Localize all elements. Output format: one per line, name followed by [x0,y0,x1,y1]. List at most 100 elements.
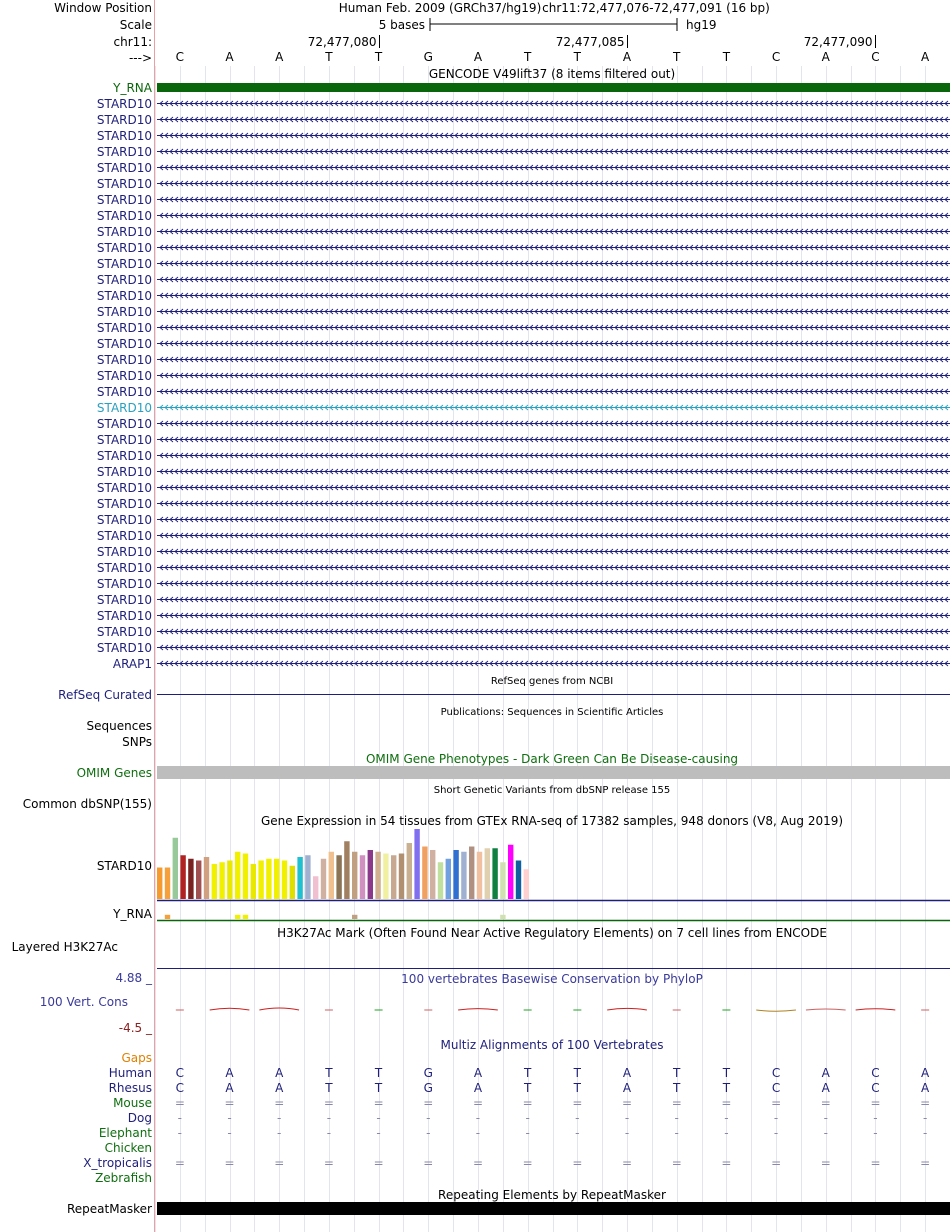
gencode-track[interactable]: Y_RNA STARD10 STARD10 STARD10 STARD10 STARD10… [97,81,950,671]
gencode-row-label[interactable]: STARD10 [97,465,152,479]
gtex-bar[interactable] [242,853,249,900]
gencode-row-label[interactable]: STARD10 [97,529,152,543]
gencode-row[interactable]: Y_RNA [112,81,950,95]
gtex-bar[interactable] [476,851,483,899]
gencode-row-label[interactable]: STARD10 [97,177,152,191]
species-label[interactable]: Mouse [113,1096,152,1110]
gtex-bar[interactable] [359,855,366,899]
gencode-row-label[interactable]: STARD10 [97,337,152,351]
gencode-row[interactable]: STARD10 [97,321,950,335]
gtex-bar[interactable] [164,867,171,900]
gtex-bar[interactable] [375,851,381,899]
gtex-bar[interactable] [258,860,264,900]
repeatmasker-title[interactable]: Repeating Elements by RepeatMasker [438,1188,666,1202]
snps-label[interactable]: SNPs [122,735,152,749]
gtex-bar[interactable] [328,851,334,899]
gtex-bar[interactable] [281,860,288,900]
gencode-row[interactable]: STARD10 [97,609,950,623]
gtex-bar[interactable] [352,851,358,899]
gencode-row-label[interactable]: STARD10 [97,129,152,143]
gtex-bar[interactable] [172,837,178,899]
gtex-bar[interactable] [266,858,272,899]
gencode-title[interactable]: GENCODE V49lift37 (8 items filtered out) [429,67,675,81]
gencode-row[interactable]: STARD10 [97,177,950,191]
gencode-row-label[interactable]: STARD10 [97,289,152,303]
species-label[interactable]: Zebrafish [95,1171,152,1185]
species-label[interactable]: Human [109,1066,152,1080]
gencode-row-label[interactable]: STARD10 [97,209,152,223]
gtex-bar[interactable] [484,848,490,899]
gencode-row[interactable]: STARD10 [97,289,950,303]
gencode-row-label[interactable]: STARD10 [97,593,152,607]
gtex-title[interactable]: Gene Expression in 54 tissues from GTEx … [261,814,843,828]
gtex-yrna-bar[interactable] [500,914,506,919]
gencode-row[interactable]: STARD10 [97,337,950,351]
publications-label[interactable]: Sequences [87,719,152,733]
gencode-row[interactable]: STARD10 [97,561,950,575]
gencode-row[interactable]: STARD10 [97,385,950,399]
gtex-yrna-bar[interactable] [352,914,358,919]
gencode-row[interactable]: STARD10 [97,305,950,319]
dbsnp-title[interactable]: Short Genetic Variants from dbSNP releas… [434,785,671,796]
gtex-bar[interactable] [461,851,467,899]
gtex-yrna-bars[interactable] [164,914,506,919]
gencode-row[interactable]: STARD10 [97,465,950,479]
gtex-bar[interactable] [320,858,327,899]
gtex-bar[interactable] [336,855,342,899]
multiz-species-row[interactable]: Zebrafish [95,1171,152,1185]
gencode-row[interactable]: STARD10 [97,593,950,607]
gencode-row-label[interactable]: STARD10 [97,401,152,415]
gencode-row-label[interactable]: Y_RNA [112,81,153,95]
gtex-bar[interactable] [515,860,522,900]
gtex-bar[interactable] [203,857,210,899]
gtex-bar[interactable] [453,850,459,899]
gtex-gene1-label[interactable]: STARD10 [97,859,152,873]
gencode-row-label[interactable]: STARD10 [97,417,152,431]
gencode-row[interactable]: STARD10 [97,513,950,527]
gtex-bar[interactable] [367,850,373,899]
omim-bar[interactable] [157,766,950,779]
gencode-row-label[interactable]: STARD10 [97,97,152,111]
dbsnp-label[interactable]: Common dbSNP(155) [23,797,152,811]
gencode-row[interactable]: STARD10 [97,225,950,239]
species-label[interactable]: X_tropicalis [83,1156,152,1170]
multiz-species-row[interactable]: Dog - - - - - - - - - - - - - - - - [128,1111,928,1125]
gtex-bar[interactable] [289,865,295,899]
gtex-yrna-bar[interactable] [164,914,171,919]
phylop-label[interactable]: 100 Vert. Cons [40,995,128,1009]
gencode-row[interactable]: STARD10 [97,577,950,591]
gencode-row[interactable]: STARD10 [97,433,950,447]
gtex-bar[interactable] [344,841,350,899]
refseq-label[interactable]: RefSeq Curated [58,688,152,702]
gencode-row[interactable]: STARD10 [97,449,950,463]
gtex-bar[interactable] [383,853,389,900]
gtex-bar[interactable] [227,860,233,900]
gencode-row[interactable]: STARD10 [97,97,950,111]
h3k27ac-title[interactable]: H3K27Ac Mark (Often Found Near Active Re… [277,926,827,940]
gtex-bar[interactable] [398,853,405,900]
gencode-row[interactable]: STARD10 [97,161,950,175]
gencode-row-label[interactable]: STARD10 [97,625,152,639]
gencode-row[interactable]: STARD10 [97,241,950,255]
species-label[interactable]: Rhesus [109,1081,152,1095]
gencode-row-label[interactable]: STARD10 [97,225,152,239]
gtex-bar[interactable] [414,829,420,899]
phylop-signal[interactable] [175,1007,930,1012]
gencode-row-label[interactable]: STARD10 [97,545,152,559]
gencode-row-label[interactable]: STARD10 [97,321,152,335]
gtex-bar[interactable] [492,848,498,899]
gencode-row[interactable]: STARD10 [97,193,950,207]
gencode-row-label[interactable]: STARD10 [97,161,152,175]
repeatmasker-label[interactable]: RepeatMasker [67,1202,152,1216]
gencode-row[interactable]: STARD10 [97,481,950,495]
gencode-row-label[interactable]: STARD10 [97,305,152,319]
gencode-row-label[interactable]: STARD10 [97,369,152,383]
gtex-bar[interactable] [508,844,514,899]
gtex-bar[interactable] [235,851,241,899]
gencode-row[interactable]: STARD10 [97,113,950,127]
species-label[interactable]: Elephant [99,1126,152,1140]
gencode-row-label[interactable]: STARD10 [97,257,152,271]
gencode-row-label[interactable]: STARD10 [97,449,152,463]
refseq-title[interactable]: RefSeq genes from NCBI [491,676,613,687]
